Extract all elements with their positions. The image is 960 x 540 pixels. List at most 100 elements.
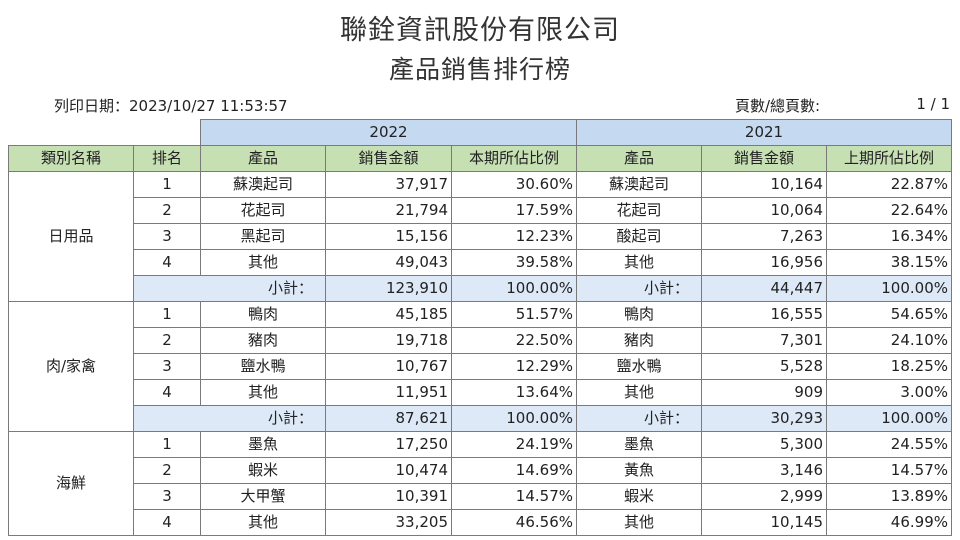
- amount-current-cell: 37,917: [325, 171, 452, 198]
- amount-current-cell: 49,043: [325, 249, 452, 276]
- amount-current-cell: 10,474: [325, 457, 452, 484]
- amount-current-cell: 11,951: [325, 379, 452, 406]
- product-previous-cell: 其他: [576, 249, 702, 276]
- ratio-current-cell: 24.19%: [451, 431, 577, 458]
- subtotal-amount-current: 87,621: [325, 405, 452, 432]
- table-row: 日用品 1 蘇澳起司 37,917 30.60% 蘇澳起司 10,164 22.87%: [8, 171, 952, 302]
- col-rank: 排名: [133, 145, 201, 172]
- ratio-previous-cell: 3.00%: [826, 379, 952, 406]
- subtotal-amount-previous: 30,293: [701, 405, 827, 432]
- ratio-previous-cell: 24.55%: [826, 431, 952, 458]
- product-current-cell: 蝦米: [200, 457, 326, 484]
- ratio-current-cell: 51.57%: [451, 301, 577, 328]
- amount-previous-cell: 5,300: [701, 431, 827, 458]
- blank-corner: [8, 119, 201, 146]
- rank-cell: 4: [133, 379, 201, 406]
- product-previous-cell: 鹽水鴨: [576, 353, 702, 380]
- ratio-previous-cell: 16.34%: [826, 223, 952, 250]
- ratio-current-cell: 39.58%: [451, 249, 577, 276]
- ratio-previous-cell: 18.25%: [826, 353, 952, 380]
- category-cell: 日用品: [8, 171, 134, 302]
- product-current-cell: 鴨肉: [200, 301, 326, 328]
- ratio-previous-cell: 46.99%: [826, 509, 952, 536]
- col-ratio-previous: 上期所佔比例: [826, 145, 952, 172]
- subtotal-label-previous: 小計：: [576, 405, 702, 432]
- product-previous-cell: 鴨肉: [576, 301, 702, 328]
- subtotal-row: 小計： 123,910 100.00% 小計： 44,447 100.00%: [9, 275, 952, 302]
- amount-previous-cell: 7,301: [701, 327, 827, 354]
- product-previous-cell: 蝦米: [576, 483, 702, 510]
- ratio-current-cell: 46.56%: [451, 509, 577, 536]
- amount-previous-cell: 10,164: [701, 171, 827, 198]
- rank-cell: 1: [133, 431, 201, 458]
- ratio-previous-cell: 14.57%: [826, 457, 952, 484]
- amount-previous-cell: 909: [701, 379, 827, 406]
- amount-current-cell: 21,794: [325, 197, 452, 224]
- rank-cell: 1: [133, 301, 201, 328]
- subtotal-amount-previous: 44,447: [701, 275, 827, 302]
- subtotal-ratio-current: 100.00%: [451, 405, 577, 432]
- company-name: 聯銓資訊股份有限公司: [340, 15, 620, 46]
- amount-current-cell: 10,767: [325, 353, 452, 380]
- ratio-current-cell: 17.59%: [451, 197, 577, 224]
- rank-cell: 4: [133, 509, 201, 536]
- amount-previous-cell: 7,263: [701, 223, 827, 250]
- amount-previous-cell: 5,528: [701, 353, 827, 380]
- product-previous-cell: 酸起司: [576, 223, 702, 250]
- col-amount-current: 銷售金額: [325, 145, 452, 172]
- pages-label: 頁數/總頁數:: [735, 97, 821, 115]
- amount-previous-cell: 2,999: [701, 483, 827, 510]
- product-current-cell: 其他: [200, 379, 326, 406]
- table-row: 4 其他 11,951 13.64% 其他 909 3.00%: [9, 379, 952, 406]
- amount-current-cell: 45,185: [325, 301, 452, 328]
- rank-cell: 2: [133, 197, 201, 224]
- amount-current-cell: 10,391: [325, 483, 452, 510]
- product-previous-cell: 花起司: [576, 197, 702, 224]
- amount-previous-cell: 16,956: [701, 249, 827, 276]
- table-row: 肉/家禽 1 鴨肉 45,185 51.57% 鴨肉 16,555 54.65%: [8, 301, 952, 432]
- ratio-current-cell: 30.60%: [451, 171, 577, 198]
- rank-cell: 1: [133, 171, 201, 198]
- table-row: 海鮮 1 墨魚 17,250 24.19% 墨魚 5,300 24.55%: [8, 431, 952, 536]
- amount-current-cell: 15,156: [325, 223, 452, 250]
- subtotal-label-current: 小計：: [133, 405, 326, 432]
- rank-cell: 4: [133, 249, 201, 276]
- print-date: 列印日期：2023/10/27 11:53:57: [54, 97, 288, 115]
- subtotal-ratio-previous: 100.00%: [826, 275, 952, 302]
- product-current-cell: 黑起司: [200, 223, 326, 250]
- sales-ranking-table: 2022 2021 類別名稱 排名 產品 銷售金額 本期所佔比例 產品 銷售金額…: [8, 119, 952, 536]
- product-previous-cell: 黃魚: [576, 457, 702, 484]
- report-title: 產品銷售排行榜: [388, 55, 571, 84]
- col-category: 類別名稱: [8, 145, 134, 172]
- column-header-row: 類別名稱 排名 產品 銷售金額 本期所佔比例 產品 銷售金額 上期所佔比例: [8, 145, 952, 172]
- table-row: 2 花起司 21,794 17.59% 花起司 10,064 22.64%: [9, 197, 952, 224]
- ratio-current-cell: 14.69%: [451, 457, 577, 484]
- year-2022-header: 2022: [200, 119, 577, 146]
- col-ratio-current: 本期所佔比例: [451, 145, 577, 172]
- table-row: 4 其他 33,205 46.56% 其他 10,145 46.99%: [9, 509, 952, 536]
- amount-previous-cell: 16,555: [701, 301, 827, 328]
- ratio-previous-cell: 22.64%: [826, 197, 952, 224]
- year-header-row: 2022 2021: [8, 119, 952, 146]
- product-previous-cell: 其他: [576, 379, 702, 406]
- product-previous-cell: 蘇澳起司: [576, 171, 702, 198]
- rank-cell: 3: [133, 223, 201, 250]
- ratio-previous-cell: 22.87%: [826, 171, 952, 198]
- amount-current-cell: 17,250: [325, 431, 452, 458]
- table-row: 2 豬肉 19,718 22.50% 豬肉 7,301 24.10%: [9, 327, 952, 354]
- product-current-cell: 花起司: [200, 197, 326, 224]
- subtotal-amount-current: 123,910: [325, 275, 452, 302]
- ratio-current-cell: 12.23%: [451, 223, 577, 250]
- amount-previous-cell: 10,064: [701, 197, 827, 224]
- subtotal-row: 小計： 87,621 100.00% 小計： 30,293 100.00%: [9, 405, 952, 432]
- col-product-current: 產品: [200, 145, 326, 172]
- category-cell: 肉/家禽: [8, 301, 134, 432]
- product-current-cell: 豬肉: [200, 327, 326, 354]
- product-current-cell: 其他: [200, 249, 326, 276]
- product-current-cell: 墨魚: [200, 431, 326, 458]
- subtotal-label-current: 小計：: [133, 275, 326, 302]
- table-row: 3 大甲蟹 10,391 14.57% 蝦米 2,999 13.89%: [9, 483, 952, 510]
- rank-cell: 3: [133, 353, 201, 380]
- ratio-current-cell: 22.50%: [451, 327, 577, 354]
- amount-previous-cell: 3,146: [701, 457, 827, 484]
